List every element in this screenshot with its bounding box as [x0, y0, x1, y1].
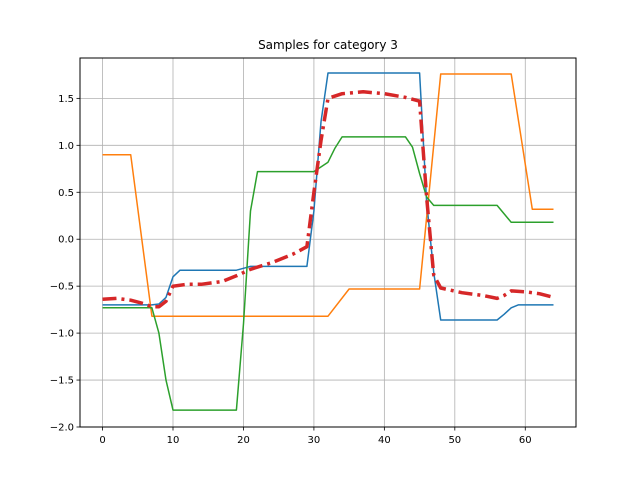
series-lines	[102, 72, 554, 411]
x-tick-label: 20	[237, 435, 250, 446]
x-tick-label: 50	[448, 435, 461, 446]
y-tick-label: 1.0	[58, 141, 74, 152]
y-tick-label: −2.0	[50, 423, 74, 434]
plot-frame	[79, 57, 577, 428]
x-tick-label: 40	[378, 435, 391, 446]
grid	[80, 58, 576, 428]
x-tick-label: 10	[167, 435, 180, 446]
y-axis: −2.0 −1.5 −1.0 −0.5 0.0 0.5 1.0 1.5	[50, 94, 80, 434]
x-tick-label: 60	[519, 435, 532, 446]
chart-title: Samples for category 3	[258, 38, 398, 52]
y-tick-label: 1.5	[58, 94, 74, 105]
y-tick-label: 0.0	[58, 235, 74, 246]
y-tick-label: −1.5	[50, 376, 74, 387]
y-tick-label: −0.5	[50, 282, 74, 293]
y-tick-label: 0.5	[58, 188, 74, 199]
y-tick-label: −1.0	[50, 329, 74, 340]
x-tick-label: 30	[308, 435, 321, 446]
x-axis: 0 10 20 30 40 50 60	[99, 427, 532, 446]
x-tick-label: 0	[99, 435, 105, 446]
series-line-1	[102, 72, 554, 321]
series-line-3	[102, 136, 554, 411]
series-line-2	[102, 73, 554, 317]
series-line-4	[102, 90, 554, 309]
